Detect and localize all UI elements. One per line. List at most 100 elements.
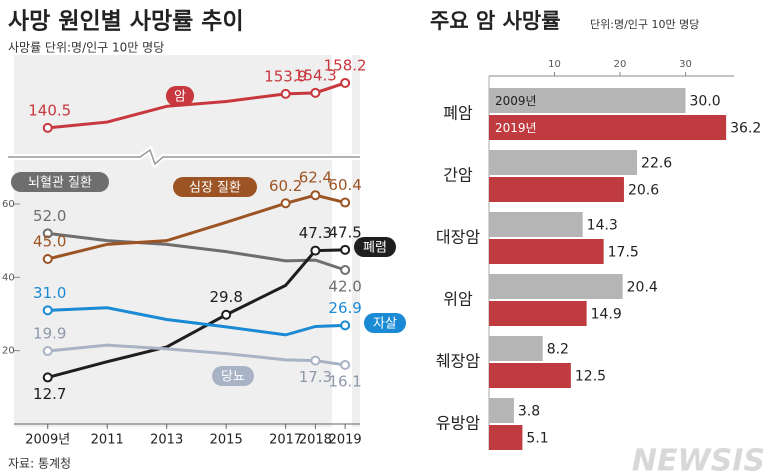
axis-break [8, 148, 360, 166]
line [47, 306, 346, 337]
point [310, 190, 321, 201]
legend-label: 2009년 [495, 94, 537, 108]
data-label: 14.9 [591, 307, 622, 323]
point [42, 122, 53, 133]
data-label: 30.0 [690, 94, 721, 110]
x-tick-label: 2013 [150, 433, 183, 448]
category-label: 간암 [443, 166, 473, 185]
legend-pill [166, 86, 194, 106]
legend-label: 2019년 [495, 121, 537, 135]
data-label: 153.9 [264, 67, 307, 85]
bar [489, 115, 727, 140]
point [42, 372, 53, 383]
data-label: 19.9 [33, 325, 66, 343]
subtitle: 사망률 단위:명/인구 10만 명당 [8, 41, 164, 55]
legend-pill [354, 237, 396, 257]
subtitle: 단위:명/인구 10만 명당 [590, 18, 699, 31]
bar [489, 274, 623, 299]
bar [489, 425, 523, 450]
point [310, 245, 321, 256]
data-label: 62.4 [299, 169, 332, 187]
point [340, 77, 351, 88]
category-label: 유방암 [436, 414, 480, 433]
category-label: 대장암 [436, 228, 480, 247]
x-tick-label: 20 [614, 59, 627, 70]
point [42, 305, 53, 316]
data-label: 154.3 [294, 66, 337, 84]
legend-label: 당뇨 [221, 370, 245, 385]
x-tick-label: 2017 [269, 433, 302, 448]
category-label: 폐암 [443, 104, 473, 123]
data-label: 42.0 [328, 278, 361, 296]
data-label: 31.0 [33, 284, 66, 302]
legend-pill [364, 313, 406, 333]
legend-pill [212, 366, 254, 386]
point [280, 88, 291, 99]
chart-title: 사망 원인별 사망률 추이 [8, 9, 244, 35]
data-label: 20.6 [628, 183, 659, 199]
watermark: NEWSIS [632, 444, 765, 476]
bar [489, 150, 638, 175]
category-label: 위암 [443, 290, 473, 309]
data-label: 45.0 [33, 233, 66, 251]
x-tick-label: 2015 [210, 433, 243, 448]
bar [489, 239, 604, 264]
y-tick-label: 20 [2, 346, 15, 357]
data-label: 3.8 [518, 404, 540, 420]
highlight-band [332, 55, 352, 427]
point [340, 244, 351, 255]
data-label: 8.2 [547, 342, 569, 358]
data-label: 17.5 [608, 245, 639, 261]
point [42, 346, 53, 357]
bar [489, 398, 514, 423]
plot-background [14, 55, 360, 427]
point [340, 320, 351, 331]
point [310, 355, 321, 366]
data-label: 29.8 [209, 288, 242, 306]
legend-label: 암 [174, 90, 186, 105]
data-label: 47.3 [299, 224, 332, 242]
x-tick-label: 10 [548, 59, 561, 70]
bar [489, 212, 583, 237]
source: 자료: 통계청 [8, 457, 71, 471]
line [47, 231, 346, 272]
data-label: 60.4 [328, 176, 361, 194]
data-label: 158.2 [324, 56, 367, 74]
point [42, 228, 53, 239]
legend-label: 폐렴 [363, 241, 387, 256]
data-label: 52.0 [33, 207, 66, 225]
data-label: 16.1 [328, 372, 361, 390]
x-tick-label: 2011 [91, 433, 124, 448]
data-label: 5.1 [526, 431, 548, 447]
legend-pill [11, 172, 109, 192]
x-tick-label: 2018 [299, 433, 332, 448]
category-label: 췌장암 [436, 352, 480, 371]
bar [489, 301, 587, 326]
data-label: 36.2 [730, 121, 761, 137]
legend-label: 심장 질환 [189, 181, 241, 196]
bar [489, 336, 543, 361]
data-label: 12.7 [33, 385, 66, 403]
bar [489, 177, 624, 202]
data-label: 60.2 [269, 177, 302, 195]
x-tick-label: 2009년 [25, 433, 70, 448]
bar [489, 363, 571, 388]
y-tick-label: 40 [2, 272, 15, 283]
data-label: 26.9 [328, 299, 361, 317]
point [340, 197, 351, 208]
legend-pill [173, 177, 257, 197]
point [340, 265, 351, 275]
data-label: 12.5 [575, 369, 606, 385]
data-label: 140.5 [28, 101, 71, 119]
point [310, 87, 321, 98]
legend-label: 뇌혈관 질환 [28, 176, 92, 191]
data-label: 14.3 [587, 218, 618, 234]
data-label: 22.6 [641, 156, 672, 172]
chart-title: 주요 암 사망률 [430, 9, 561, 33]
point [42, 254, 53, 264]
data-label: 20.4 [627, 280, 658, 296]
data-label: 17.3 [299, 368, 332, 386]
x-tick-label: 30 [679, 59, 692, 70]
x-tick-label: 2019 [329, 433, 362, 448]
